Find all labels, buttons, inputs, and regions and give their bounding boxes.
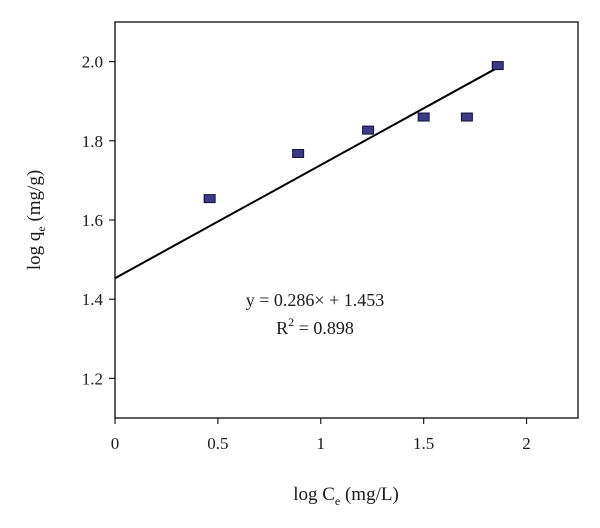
data-points [203, 61, 504, 204]
y-axis-title: log qe (mg/g) [24, 170, 48, 270]
y-tick-label: 1.4 [82, 290, 104, 309]
equation-label: y = 0.286× + 1.453 [246, 290, 384, 310]
data-point [203, 194, 216, 204]
data-point [491, 61, 504, 71]
x-axis-ticks: 0 0.5 1 1.5 2 [111, 418, 531, 453]
x-tick-label: 0.5 [207, 434, 228, 453]
y-tick-label: 1.6 [82, 211, 103, 230]
data-point [417, 112, 430, 122]
y-tick-label: 1.2 [82, 369, 103, 388]
y-tick-label: 1.8 [82, 132, 103, 151]
data-point [362, 125, 375, 135]
x-tick-label: 2 [522, 434, 531, 453]
data-point [292, 148, 305, 158]
plot-frame [114, 21, 579, 419]
fit-line-group [114, 67, 497, 280]
fit-line [114, 67, 497, 280]
r-squared-label: R2 = 0.898 [276, 315, 354, 338]
x-tick-label: 1 [317, 434, 326, 453]
x-axis-title: log Ce (mg/L) [293, 484, 399, 508]
y-axis-ticks: 1.2 1.4 1.6 1.8 2.0 [82, 53, 115, 388]
x-tick-label: 0 [111, 434, 120, 453]
y-tick-label: 2.0 [82, 53, 103, 72]
data-point [460, 112, 473, 122]
x-tick-label: 1.5 [413, 434, 434, 453]
